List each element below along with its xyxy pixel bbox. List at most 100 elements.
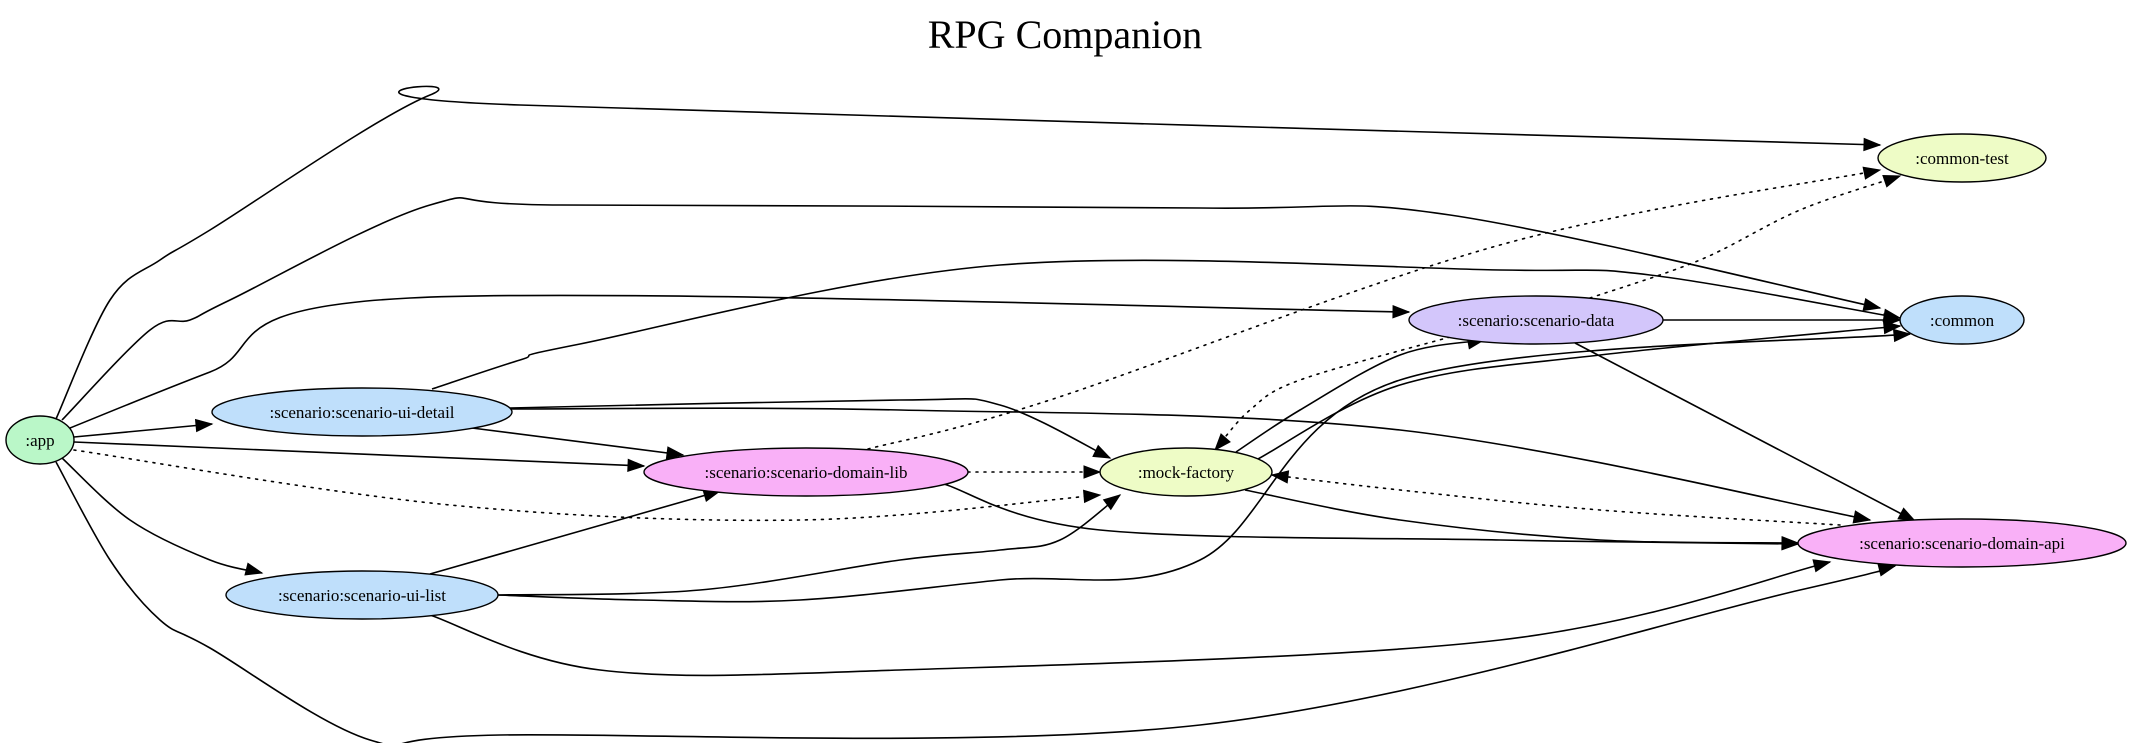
edge-scenario_data-to-mock_factory [1214,336,1451,452]
edge-app-to-scenario_data [69,294,1411,429]
edge-ui_detail-to-common [431,259,1902,390]
edge-app-to-ui_list [61,457,264,576]
arrowhead-icon [1852,510,1872,524]
node-domain-api[interactable]: :scenario:scenario-domain-api [1797,518,2127,568]
arrowhead-icon [1270,470,1290,484]
edge-scenario_data-to-domain_api [1574,342,1917,522]
arrowhead-icon [1781,536,1800,550]
edge-ui_list-to-domain_lib [429,489,722,575]
node-ellipse [1797,518,2127,568]
node-ellipse [1877,133,2047,183]
node-ui-list[interactable]: :scenario:scenario-ui-list [225,570,499,620]
edge-line [943,483,1799,545]
node-ellipse [225,570,499,620]
arrowhead-icon [1214,433,1231,452]
node-label: :scenario:scenario-ui-list [278,586,446,605]
node-ellipse [5,415,75,465]
arrowhead-icon [1812,559,1832,573]
node-ellipse [1408,295,1664,345]
edge-app-to-common_test [55,85,1882,420]
arrowhead-icon [1883,313,1902,327]
edge-line [509,397,1111,459]
edge-ui_detail-to-mock_factory [509,397,1112,459]
node-label: :scenario:scenario-domain-lib [705,463,908,482]
arrowhead-icon [1877,563,1897,577]
node-label: :scenario:scenario-domain-api [1859,534,2065,553]
edge-line [1574,342,1916,522]
node-label: :scenario:scenario-ui-detail [269,403,454,422]
node-domain-lib[interactable]: :scenario:scenario-domain-lib [643,447,969,497]
arrowhead-icon [194,418,214,433]
edge-app-to-domain_lib [73,441,646,473]
arrowhead-icon [1862,297,1882,312]
node-label: :mock-factory [1138,463,1235,482]
nodes-layer: :app :common-test :common :scenario:scenari… [5,133,2127,620]
node-label: :app [25,431,54,450]
edge-mock_factory-to-domain_api [1244,489,1800,550]
node-ui-detail[interactable]: :scenario:scenario-ui-detail [211,387,513,437]
edge-line [429,490,721,575]
edge-line [1257,325,1901,460]
edge-ui_list-to-domain_api [429,559,1832,677]
node-ellipse [1899,295,2025,345]
arrowhead-icon [1083,465,1102,479]
edge-scenario_data-to-common [1663,313,1902,327]
node-scenario-data[interactable]: :scenario:scenario-data [1408,295,1664,345]
edge-app-to-ui_detail [73,418,214,438]
node-ellipse [1099,447,1273,497]
node-app[interactable]: :app [5,415,75,465]
node-mock-factory[interactable]: :mock-factory [1099,447,1273,497]
edge-line [471,427,684,456]
edge-ui_list-to-common [497,328,1912,603]
edge-line [429,561,1831,677]
edge-line [1244,489,1799,544]
edge-line [1271,474,1841,526]
edge-scenario_data-to-common_test [1589,174,1902,299]
edge-app-to-common [61,197,1882,421]
node-common-test[interactable]: :common-test [1877,133,2047,183]
edge-line [431,259,1901,390]
edge-line [1589,175,1901,299]
graph-title: RPG Companion [928,12,1202,57]
arrowhead-icon [1892,328,1912,343]
edge-ui_detail-to-domain_api [509,407,1872,524]
node-label: :scenario:scenario-data [1458,311,1615,330]
node-ellipse [643,447,969,497]
edge-mock_factory-to-scenario_data [1235,336,1486,453]
edge-line [55,461,1896,743]
edge-domain_lib-to-common_test [867,166,1882,450]
edge-ui_detail-to-domain_lib [471,427,685,460]
edge-line [867,169,1881,450]
edge-line [497,494,1121,596]
edge-domain_lib-to-domain_api [943,483,1800,551]
edge-line [73,423,213,438]
edge-line [497,333,1911,603]
arrowhead-icon [244,562,264,576]
arrowhead-icon [1897,507,1917,522]
edge-line [1214,336,1451,451]
node-label: :common [1930,311,1995,330]
arrowhead-icon [1082,489,1102,504]
arrowhead-icon [627,458,646,473]
edge-app-to-mock_factory [73,449,1102,522]
edge-line [509,407,1871,521]
edge-line [1235,339,1485,453]
edge-domain_lib-to-mock_factory [967,465,1102,479]
arrowhead-icon [1102,494,1122,511]
arrowhead-icon [1863,137,1882,152]
node-common[interactable]: :common [1899,295,2025,345]
edge-ui_list-to-mock_factory [497,494,1122,596]
edge-line [73,441,645,467]
node-label: :common-test [1915,149,2009,168]
arrowhead-icon [1882,174,1902,188]
arrowhead-icon [1392,305,1411,319]
edge-line [61,197,1881,421]
edge-domain_api-to-mock_factory [1270,470,1841,526]
edge-line [61,457,263,574]
node-ellipse [211,387,513,437]
edge-line [55,85,1881,420]
edge-line [69,294,1410,429]
edges-layer [55,85,1917,743]
arrowhead-icon [1862,166,1882,180]
